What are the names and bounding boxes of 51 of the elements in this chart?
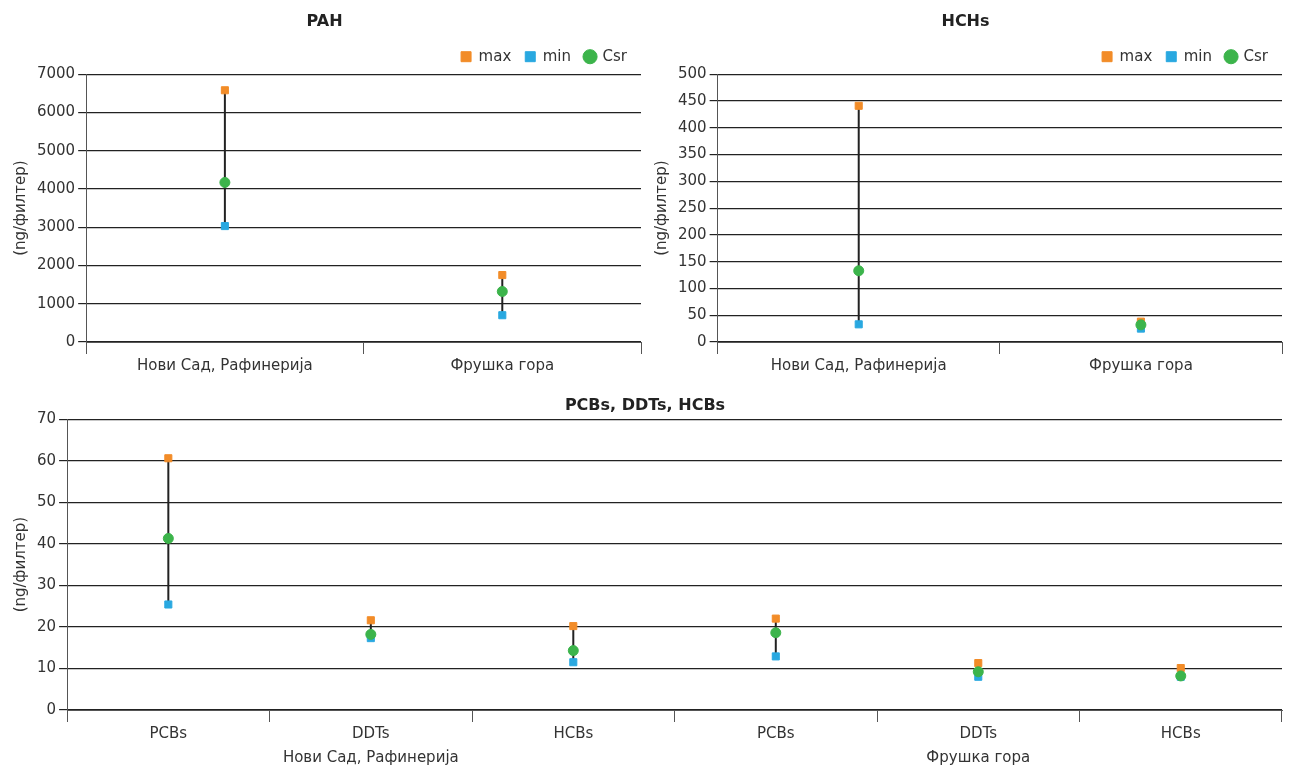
y-tick-label: 250 (677, 197, 707, 216)
y-tick-label: 4000 (36, 178, 76, 197)
y-tick-label: 100 (677, 278, 707, 297)
y-tick-label: 50 (687, 305, 707, 324)
legend-label: max (478, 46, 512, 65)
x-tick-label: HCBs (1160, 723, 1201, 742)
y-tick-label: 40 (36, 533, 57, 552)
x-tick-label: DDTs (959, 723, 998, 742)
legend-label: max (1119, 46, 1153, 65)
y-tick-label: 10 (36, 658, 57, 677)
legend-label: min (1183, 46, 1213, 65)
x-tick-label: PCBs (149, 723, 188, 742)
x-tick-label: Нови Сад, Рафинерија (136, 355, 313, 374)
y-axis-title: (ng/филтер) (651, 160, 670, 256)
chart-title: HCHs (941, 10, 990, 30)
y-tick-label: 7000 (36, 64, 76, 83)
x-tick-label: Фрушка гора (450, 355, 555, 374)
text: Фрушка гора (926, 748, 1031, 767)
y-tick-label: 6000 (36, 102, 76, 121)
y-tick-label: 3000 (36, 217, 76, 236)
x-tick-label: PCBs (756, 723, 795, 742)
y-tick-label: 0 (697, 331, 707, 350)
y-tick-label: 350 (677, 144, 707, 163)
y-tick-label: 5000 (36, 140, 76, 159)
legend-label: min (542, 46, 572, 65)
y-tick-label: 300 (677, 171, 707, 190)
y-tick-label: 500 (677, 64, 707, 83)
y-axis-title: (ng/филтер) (10, 160, 29, 256)
x-tick-label: Фрушка гора (1088, 355, 1193, 374)
y-axis-title: (ng/филтер) (10, 516, 29, 613)
y-tick-label: 60 (36, 450, 57, 469)
legend-label: Csr (1243, 46, 1269, 65)
y-tick-label: 50 (36, 492, 57, 511)
y-tick-label: 1000 (36, 293, 76, 312)
y-tick-label: 20 (36, 616, 57, 635)
x-tick-label: Нови Сад, Рафинерија (770, 355, 947, 374)
y-tick-label: 450 (677, 90, 707, 109)
y-tick-label: 150 (677, 251, 707, 270)
y-tick-label: 30 (36, 575, 57, 594)
chart-title: PAH (306, 10, 343, 30)
x-tick-label: DDTs (352, 723, 390, 742)
chart-title: PCBs, DDTs, HCBs (564, 394, 726, 414)
x-tick-label: HCBs (553, 723, 594, 742)
y-tick-label: 0 (46, 699, 57, 718)
y-tick-label: 400 (677, 117, 707, 136)
y-tick-label: 0 (65, 331, 76, 350)
y-tick-label: 2000 (36, 255, 76, 274)
legend-label: Csr (602, 46, 628, 65)
y-tick-label: 200 (677, 224, 707, 243)
text: Нови Сад, Рафинерија (282, 748, 459, 767)
y-tick-label: 70 (36, 409, 57, 428)
